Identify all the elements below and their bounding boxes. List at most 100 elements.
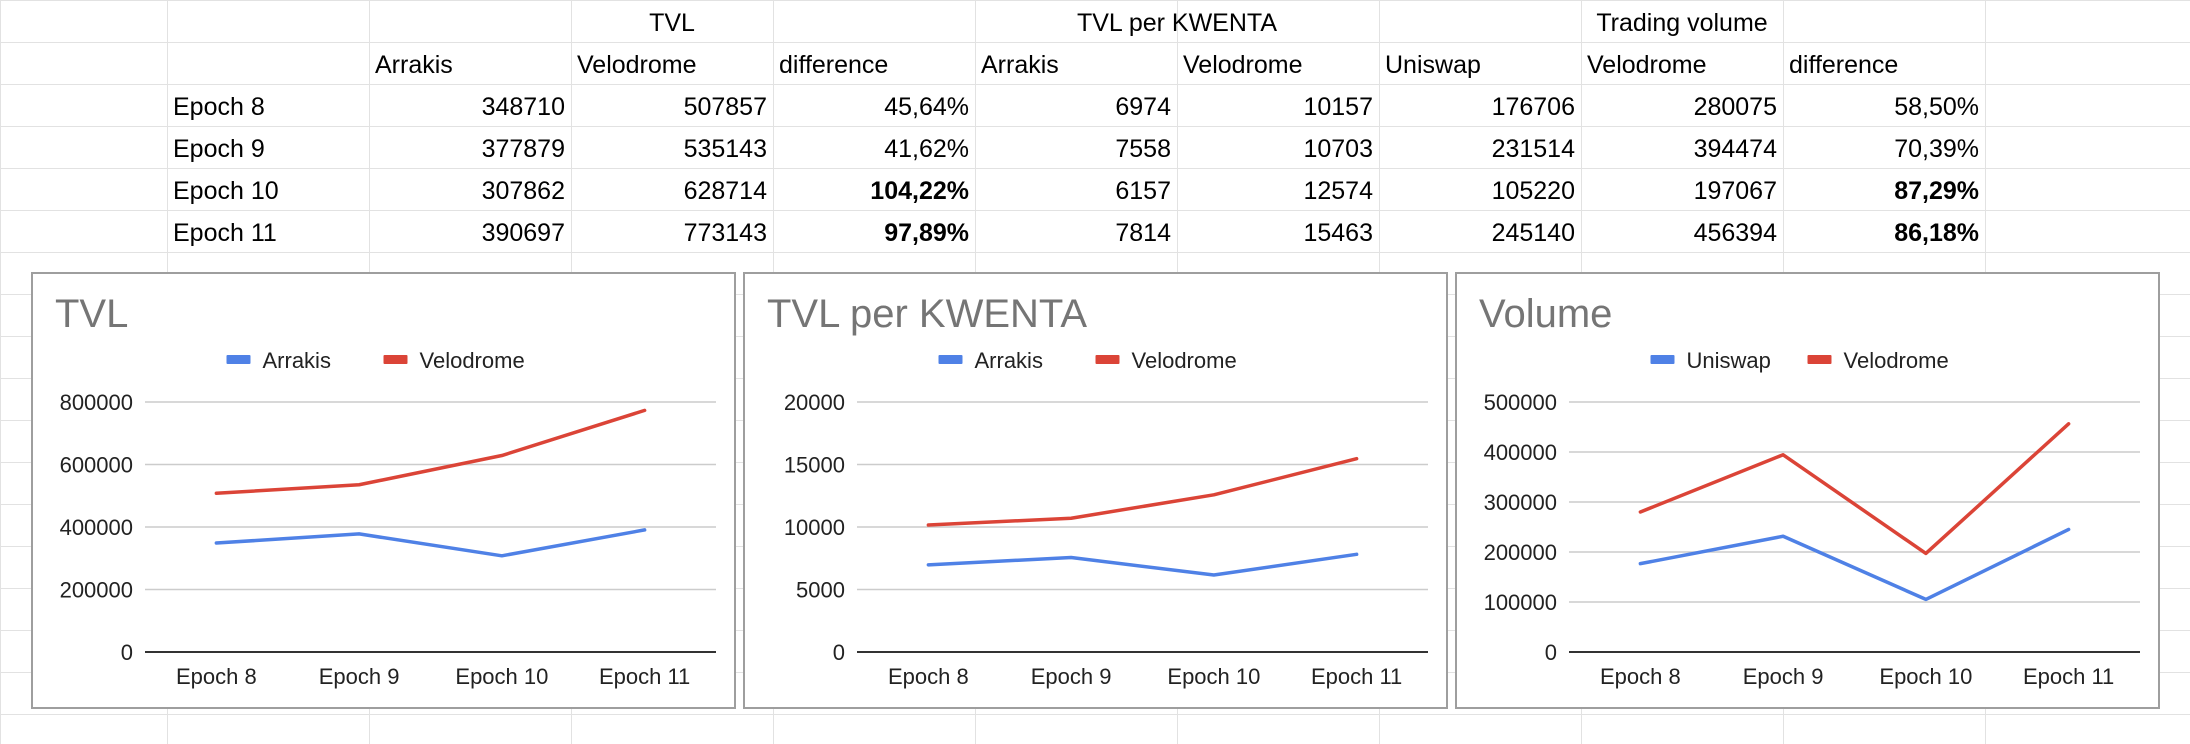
- series-line-uniswap: [1638, 527, 2071, 602]
- y-tick-label: 400000: [60, 515, 133, 540]
- table-cell[interactable]: 176706: [1491, 93, 1575, 121]
- table-cell[interactable]: 6974: [1115, 93, 1171, 121]
- y-tick-label: 100000: [1484, 590, 1557, 615]
- x-tick-label: Epoch 11: [2023, 664, 2114, 689]
- legend-swatch: [226, 355, 251, 364]
- y-tick-label: 5000: [796, 578, 845, 603]
- y-tick-label: 0: [1545, 640, 1557, 665]
- group-header[interactable]: Trading volume: [1596, 9, 1768, 37]
- column-header[interactable]: Velodrome: [577, 51, 697, 79]
- chart-svg: 0 100000 200000 300000 400000 500000 Epoch 8 Ep…: [1484, 348, 2140, 689]
- table-cell[interactable]: 87,29%: [1894, 177, 1979, 205]
- table-cell[interactable]: 7814: [1115, 219, 1171, 247]
- y-tick-label: 0: [833, 640, 845, 665]
- y-tick-label: 500000: [1484, 390, 1557, 415]
- legend-label: Velodrome: [1132, 348, 1237, 373]
- legend-swatch: [938, 355, 963, 364]
- x-tick-label: Epoch 8: [176, 664, 257, 689]
- x-tick-label: Epoch 10: [1167, 664, 1260, 689]
- x-tick-label: Epoch 11: [599, 664, 690, 689]
- table-cell[interactable]: 45,64%: [884, 93, 969, 121]
- table-cell[interactable]: 307862: [481, 177, 565, 205]
- legend-label: Velodrome: [1844, 348, 1949, 373]
- y-tick-label: 800000: [60, 390, 133, 415]
- table-cell[interactable]: 197067: [1693, 177, 1777, 205]
- row-label[interactable]: Epoch 8: [173, 93, 265, 121]
- table-cell[interactable]: 390697: [481, 219, 565, 247]
- table-cell[interactable]: 105220: [1491, 177, 1575, 205]
- table-cell[interactable]: 773143: [683, 219, 767, 247]
- x-tick-label: Epoch 8: [888, 664, 969, 689]
- y-tick-label: 600000: [60, 453, 133, 478]
- chart-title: Volume: [1479, 292, 1613, 336]
- tvl-chart[interactable]: TVL 0 200000 400000 600000 800000 Epoch 8 Epoc…: [31, 272, 736, 709]
- group-header[interactable]: TVL per KWENTA: [1076, 9, 1278, 37]
- row-label[interactable]: Epoch 11: [173, 219, 277, 247]
- column-header[interactable]: Uniswap: [1385, 51, 1481, 79]
- legend-label: Uniswap: [1687, 348, 1771, 373]
- table-cell[interactable]: 104,22%: [870, 177, 969, 205]
- x-tick-label: Epoch 10: [455, 664, 548, 689]
- legend-swatch: [1095, 355, 1120, 364]
- y-tick-label: 20000: [784, 390, 845, 415]
- y-tick-label: 0: [121, 640, 133, 665]
- y-tick-label: 15000: [784, 453, 845, 478]
- table-cell[interactable]: 6157: [1115, 177, 1171, 205]
- series-line-arrakis: [214, 528, 647, 558]
- legend-swatch: [1650, 355, 1675, 364]
- table-cell[interactable]: 15463: [1303, 219, 1373, 247]
- y-tick-label: 10000: [784, 515, 845, 540]
- table-cell[interactable]: 10703: [1303, 135, 1373, 163]
- y-tick-label: 400000: [1484, 440, 1557, 465]
- chart-svg: 0 5000 10000 15000 20000 Epoch 8 Epoch 9 Epoch …: [784, 348, 1428, 689]
- y-tick-label: 200000: [1484, 540, 1557, 565]
- table-cell[interactable]: 245140: [1491, 219, 1575, 247]
- series-line-velodrome: [214, 408, 647, 496]
- column-header[interactable]: difference: [1789, 51, 1899, 79]
- column-header[interactable]: Velodrome: [1587, 51, 1707, 79]
- x-tick-label: Epoch 9: [1743, 664, 1824, 689]
- table-cell[interactable]: 12574: [1303, 177, 1373, 205]
- group-header[interactable]: TVL: [649, 9, 695, 37]
- table-cell[interactable]: 628714: [683, 177, 767, 205]
- table-cell[interactable]: 70,39%: [1894, 135, 1979, 163]
- volume-chart[interactable]: Volume 0 100000 200000 300000 400000 500000 Ep…: [1455, 272, 2160, 709]
- column-header[interactable]: difference: [779, 51, 889, 79]
- table-cell[interactable]: 7558: [1115, 135, 1171, 163]
- x-tick-label: Epoch 9: [319, 664, 400, 689]
- x-tick-label: Epoch 9: [1031, 664, 1112, 689]
- table-cell[interactable]: 10157: [1303, 93, 1373, 121]
- table-cell[interactable]: 377879: [481, 135, 565, 163]
- table-cell[interactable]: 535143: [683, 135, 767, 163]
- row-label[interactable]: Epoch 10: [173, 177, 279, 205]
- column-header[interactable]: Arrakis: [375, 51, 453, 79]
- table-cell[interactable]: 86,18%: [1894, 219, 1979, 247]
- table-cell[interactable]: 394474: [1693, 135, 1777, 163]
- legend-label: Arrakis: [263, 348, 331, 373]
- series-line-velodrome: [926, 456, 1359, 527]
- row-label[interactable]: Epoch 9: [173, 135, 265, 163]
- x-tick-label: Epoch 10: [1879, 664, 1972, 689]
- legend-swatch: [383, 355, 408, 364]
- table-cell[interactable]: 456394: [1693, 219, 1777, 247]
- series-line-arrakis: [926, 552, 1359, 577]
- table-cell[interactable]: 231514: [1491, 135, 1575, 163]
- legend-label: Arrakis: [975, 348, 1043, 373]
- table-cell[interactable]: 41,62%: [884, 135, 969, 163]
- table-cell[interactable]: 348710: [481, 93, 565, 121]
- column-header[interactable]: Velodrome: [1183, 51, 1303, 79]
- table-cell[interactable]: 97,89%: [884, 219, 969, 247]
- table-cell[interactable]: 507857: [683, 93, 767, 121]
- y-tick-label: 300000: [1484, 490, 1557, 515]
- legend-swatch: [1807, 355, 1832, 364]
- legend-label: Velodrome: [420, 348, 525, 373]
- series-line-velodrome: [1638, 422, 2071, 556]
- column-header[interactable]: Arrakis: [981, 51, 1059, 79]
- y-tick-label: 200000: [60, 578, 133, 603]
- table-cell[interactable]: 280075: [1693, 93, 1777, 121]
- tvl-per-kwenta-chart[interactable]: TVL per KWENTA 0 5000 10000 15000 20000 Epoch…: [743, 272, 1448, 709]
- chart-title: TVL: [55, 292, 129, 336]
- table-cell[interactable]: 58,50%: [1894, 93, 1979, 121]
- x-tick-label: Epoch 11: [1311, 664, 1402, 689]
- chart-svg: 0 200000 400000 600000 800000 Epoch 8 Epoch 9 E…: [60, 348, 716, 689]
